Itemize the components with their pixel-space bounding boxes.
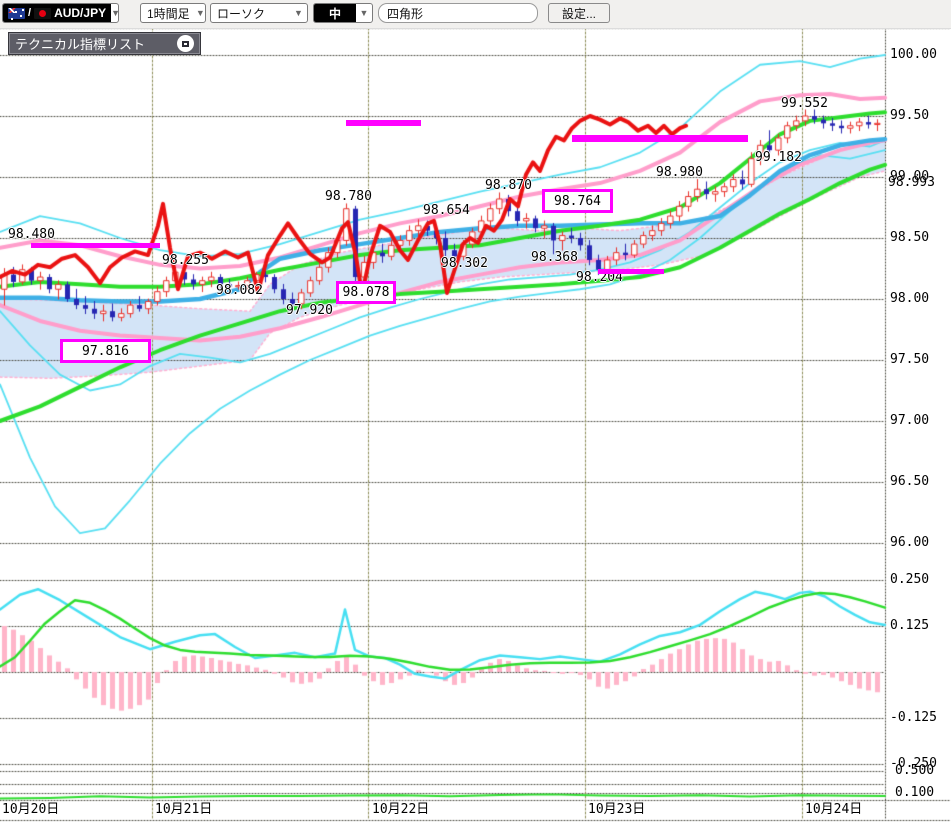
drawing-annotation-box[interactable]: 98.078	[336, 281, 396, 304]
chevron-down-icon: ▼	[195, 8, 205, 18]
australia-flag-icon	[8, 7, 25, 19]
chevron-down-icon: ▼	[111, 4, 118, 22]
drawing-tool-label: 四角形	[387, 6, 424, 21]
japan-flag-icon	[34, 7, 52, 19]
technical-indicator-list-title: テクニカル指標リスト	[15, 37, 146, 52]
symbol-select[interactable]: / AUD/JPY ▼	[2, 3, 119, 23]
timeframe-select[interactable]: 1時間足 ▼	[140, 3, 206, 23]
flag-separator: /	[28, 7, 32, 19]
drawing-annotation-box[interactable]: 97.816	[60, 339, 151, 363]
restore-window-icon	[182, 40, 189, 47]
timeframe-label: 1時間足	[147, 6, 190, 21]
symbol-label: AUD/JPY	[54, 6, 107, 20]
drawing-annotation-line[interactable]	[346, 120, 421, 126]
panel-restore-button[interactable]	[177, 35, 194, 52]
drawing-annotation-line[interactable]	[598, 269, 664, 274]
line-width-swatch: 中	[314, 4, 356, 22]
chart-type-label: ローソク	[217, 6, 266, 21]
line-width-select[interactable]: 中 ▼	[313, 3, 373, 23]
drawing-annotation-box[interactable]: 98.764	[542, 189, 613, 213]
symbol-swatch: / AUD/JPY	[3, 4, 112, 22]
chevron-down-icon: ▼	[294, 8, 303, 18]
settings-button[interactable]: 設定...	[548, 3, 610, 23]
drawing-tool-field[interactable]: 四角形	[378, 3, 538, 23]
chevron-down-icon: ▼	[359, 8, 369, 18]
line-width-label: 中	[328, 6, 341, 21]
chart-type-select[interactable]: ローソク ▼	[210, 3, 308, 23]
drawing-annotation-line[interactable]	[31, 243, 160, 248]
toolbar: / AUD/JPY ▼ 1時間足 ▼ ローソク ▼ 中 ▼ 四角形 設定...	[0, 0, 951, 29]
drawing-annotation-line[interactable]	[572, 135, 748, 142]
technical-indicator-list-panel[interactable]: テクニカル指標リスト	[8, 32, 201, 55]
